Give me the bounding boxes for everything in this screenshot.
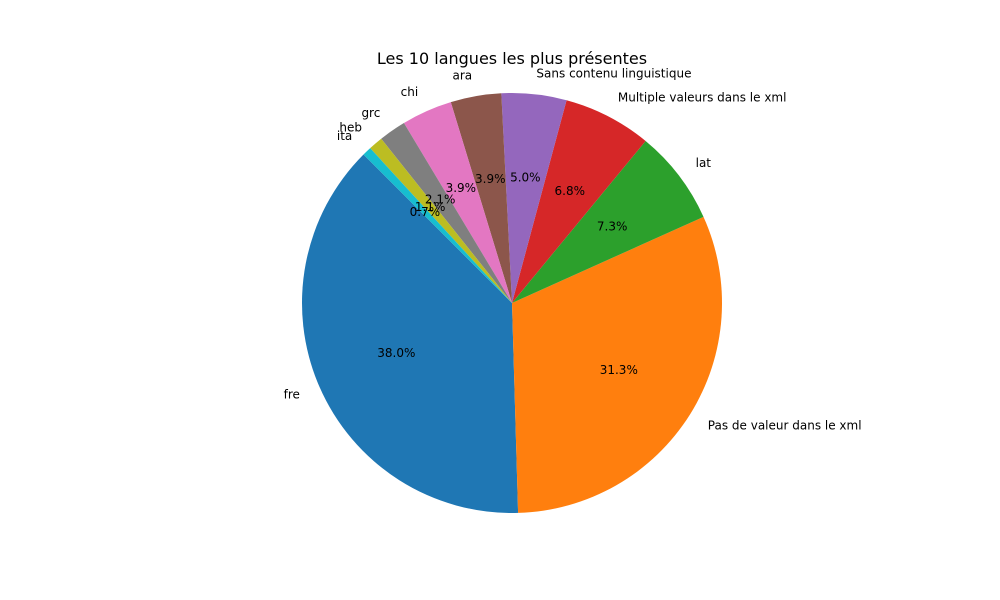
slice-label-chi: chi — [401, 85, 419, 99]
slice-percent-multiple-valeurs-dans-le-xml: 6.8% — [555, 184, 586, 198]
pie-slice-pas-de-valeur-dans-le-xml — [512, 216, 722, 513]
pie-slice-chi — [403, 102, 512, 303]
slice-percent-lat: 7.3% — [597, 220, 628, 234]
slice-percent-ita: 0.7% — [410, 205, 441, 219]
slice-percent-sans-contenu-linguistique: 5.0% — [510, 171, 541, 185]
slice-label-ita: ita — [337, 129, 352, 143]
slice-label-fre: fre — [284, 387, 300, 401]
slice-percent-grc: 2.1% — [425, 192, 456, 206]
slice-label-lat: lat — [696, 156, 712, 170]
pie-slice-fre — [302, 154, 519, 513]
slice-percent-heb: 1.1% — [415, 200, 446, 214]
pie-slices — [302, 93, 722, 513]
chart-title: Les 10 langues les plus présentes — [377, 49, 647, 68]
slice-label-pas-de-valeur-dans-le-xml: Pas de valeur dans le xml — [708, 419, 862, 433]
slice-label-heb: heb — [339, 120, 362, 134]
slice-percent-fre: 38.0% — [377, 346, 415, 360]
pie-slice-grc — [381, 122, 512, 303]
pie-slice-multiple-valeurs-dans-le-xml — [512, 100, 646, 303]
pie-slice-ita — [363, 148, 512, 303]
slice-label-grc: grc — [361, 106, 380, 120]
pie-slice-sans-contenu-linguistique — [501, 93, 567, 303]
pie-slice-lat — [512, 140, 704, 303]
slice-label-multiple-valeurs-dans-le-xml: Multiple valeurs dans le xml — [618, 91, 787, 105]
slice-label-sans-contenu-linguistique: Sans contenu linguistique — [536, 66, 691, 80]
slice-percent-pas-de-valeur-dans-le-xml: 31.3% — [600, 363, 638, 377]
pie-labels: fre 38.0% Pas de valeur dans le xml 31.3% la… — [284, 66, 862, 432]
pie-slice-ara — [450, 93, 512, 303]
slice-percent-chi: 3.9% — [446, 181, 477, 195]
slice-percent-ara: 3.9% — [475, 172, 506, 186]
slice-label-ara: ara — [453, 68, 473, 82]
pie-slice-heb — [370, 138, 512, 303]
